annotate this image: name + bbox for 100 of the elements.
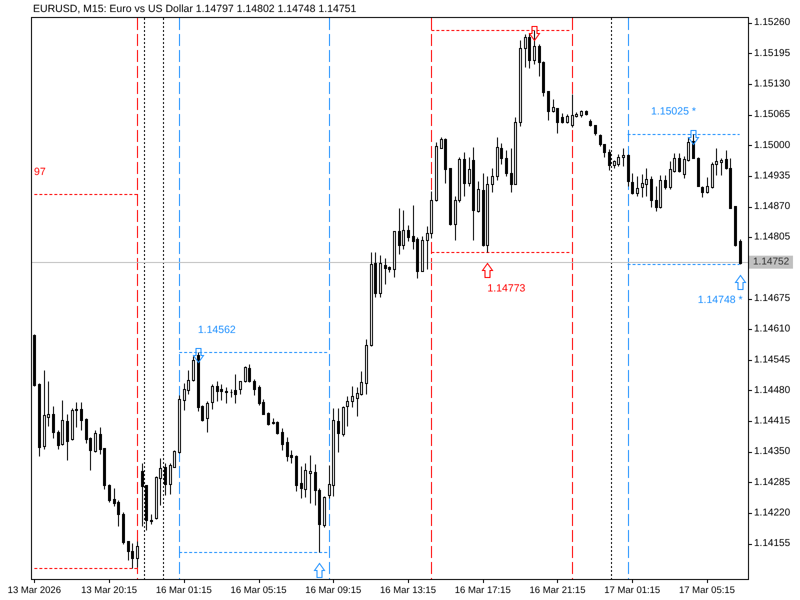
candlestick [421,236,424,272]
candlestick [645,168,648,197]
candlestick [80,402,83,431]
candlestick [131,543,134,569]
candlestick [332,408,335,497]
y-tick-label: 1.14480 [754,384,791,396]
candlestick [276,421,279,435]
y-tick-label: 1.14870 [754,201,791,212]
y-tick-label: 1.14805 [754,232,791,243]
x-tick-label: 16 Mar 01:15 [156,585,212,596]
y-tick-label: 1.14155 [754,538,791,550]
x-tick-label: 16 Mar 17:15 [454,585,511,596]
candlestick [351,386,354,408]
candlestick [253,379,256,396]
x-tick-label: 13 Mar 20:15 [81,585,138,596]
y-tick-label: 1.14220 [754,508,791,518]
y-tick-label: 1.15260 [754,17,791,28]
candlestick [300,466,303,499]
candlestick [38,383,41,457]
candlestick [561,113,564,124]
candlestick [580,110,583,118]
candlestick [533,30,536,65]
candlestick [650,176,653,208]
y-tick-label: 1.15000 [754,140,791,151]
candlestick [659,175,662,209]
candlestick [206,401,209,433]
candlestick [267,412,270,426]
candlestick [384,258,387,285]
annotation: 1.14748 * [698,294,743,306]
candlestick [524,34,527,68]
candlestick [192,356,195,382]
candlestick [178,395,181,454]
candlestick [108,484,111,503]
x-tick-label: 16 Mar 05:15 [230,585,287,596]
candlestick [435,142,438,202]
candlestick [585,110,588,116]
candlestick [407,225,410,242]
annotation: 97 [34,166,46,178]
candlestick [622,148,625,167]
candlestick [528,33,531,69]
candlestick [547,91,550,121]
ref-line-label: 1.14752 [753,256,790,268]
x-tick-label: 16 Mar 21:15 [530,585,586,596]
annotation: 1.15025 * [650,106,696,118]
y-tick-label: 1.14285 [754,476,791,488]
candlestick [706,177,709,194]
candlestick [571,94,574,128]
chart-title: EURUSD, M15: Euro vs US Dollar 1.14797 1.14802 1.14748 1.14751 [33,3,357,15]
candlestick [244,366,247,383]
candlestick [211,384,214,410]
candlestick [220,384,223,401]
candlestick [248,364,251,383]
candlestick [225,387,228,404]
candlestick [631,173,634,195]
candlestick [379,255,382,298]
annotation: 1.14773 [487,282,526,294]
candlestick [491,168,494,193]
candlestick [449,168,452,226]
candlestick [720,158,723,176]
candlestick [234,374,237,404]
candlestick [617,154,620,167]
candlestick [463,152,466,197]
candlestick [239,381,242,395]
candlestick [393,231,396,278]
candlestick [505,150,508,177]
candlestick [61,400,64,446]
candlestick [697,157,700,187]
x-tick-label: 17 Mar 05:15 [678,585,735,596]
y-tick-label: 1.14415 [754,416,791,427]
y-tick-label: 1.14675 [754,293,791,304]
candlestick [627,154,630,187]
x-tick-label: 16 Mar 09:15 [305,585,362,596]
candlestick [472,147,475,241]
candlestick [701,186,704,198]
candlestick [295,455,298,492]
candlestick [150,514,153,525]
y-tick-label: 1.14935 [754,170,791,182]
candlestick [281,428,284,451]
x-tick-label: 17 Mar 01:15 [604,585,660,596]
candlestick [444,138,447,184]
y-tick-label: 1.14610 [754,324,791,335]
candlestick [664,175,667,190]
candlestick [398,208,401,255]
candlestick [52,406,55,439]
candlestick [342,406,345,437]
candlestick [589,119,592,127]
y-tick-label: 1.15130 [754,78,791,90]
candlestick [594,125,597,136]
candlestick [286,437,289,462]
y-tick-label: 1.14545 [754,354,791,366]
candlestick [477,181,480,213]
candlestick [304,463,307,498]
candlestick [636,176,639,197]
candlestick [739,239,742,265]
candlestick [337,408,340,453]
candlestick [496,137,499,181]
candlestick [486,176,489,253]
y-tick-label: 1.15195 [754,48,791,59]
candlestick [216,381,219,402]
candlestick [678,153,681,173]
